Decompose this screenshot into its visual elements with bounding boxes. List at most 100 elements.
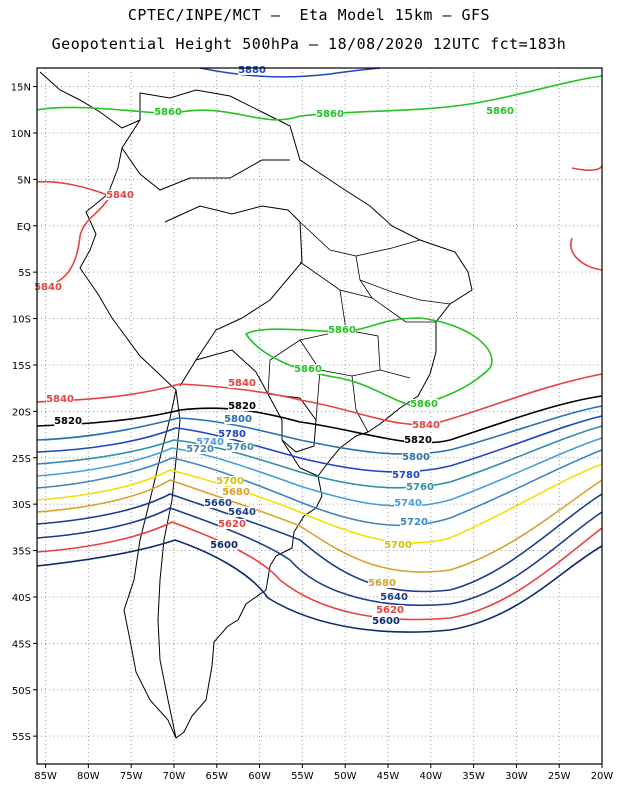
contour-5620 — [36, 521, 603, 621]
contour-label: 5600 — [210, 540, 238, 551]
map-subtitle: Geopotential Height 500hPa – 18/08/2020 … — [51, 35, 567, 53]
lat-tick-label: 25S — [12, 454, 31, 465]
contour-label: 5780 — [392, 470, 420, 481]
lon-tick-label: 55W — [291, 771, 314, 782]
lon-tick-label: 40W — [419, 771, 442, 782]
contour-5760 — [36, 425, 603, 489]
contour-label: 5880 — [238, 65, 266, 76]
lon-tick-label: 80W — [77, 771, 100, 782]
colombia-venezuela-border — [121, 147, 290, 191]
lon-tick-label: 75W — [120, 771, 143, 782]
contour-5840 — [36, 373, 603, 426]
lon-tick-label: 60W — [248, 771, 271, 782]
contour-label: 5840 — [228, 378, 256, 389]
contour-label-bg — [368, 578, 396, 588]
argentina-brazil-border — [281, 439, 319, 477]
map-frame — [36, 67, 603, 765]
contour-label-bg — [238, 65, 266, 75]
contour-label: 5860 — [410, 399, 438, 410]
contour-label-bg — [154, 107, 182, 117]
contour-label-bg — [218, 429, 246, 439]
brazil-border — [164, 205, 303, 387]
lat-tick-label: 5N — [17, 175, 31, 186]
contour-label: 5860 — [486, 106, 514, 117]
contour-label: 5720 — [400, 517, 428, 528]
contour-label-bg — [486, 106, 514, 116]
contour-5840 — [570, 165, 603, 271]
lon-tick-label: 45W — [377, 771, 400, 782]
central-america — [39, 71, 141, 129]
contour-5880 — [199, 67, 381, 78]
contour-label: 5800 — [402, 452, 430, 463]
lat-tick-label: EQ — [17, 222, 31, 233]
lat-tick-label: 15S — [12, 361, 31, 372]
contour-label: 5820 — [54, 416, 82, 427]
contour-label-bg — [210, 540, 238, 550]
bolivia-border — [195, 349, 283, 440]
contour-5680 — [36, 479, 603, 573]
lat-tick-label: 10N — [11, 129, 31, 140]
contour-label: 5620 — [218, 519, 246, 530]
lat-tick-label: 20S — [12, 407, 31, 418]
contour-5600 — [36, 539, 603, 633]
contour-label: 5760 — [406, 482, 434, 493]
contour-label: 5780 — [218, 429, 246, 440]
contour-label: 5740 — [394, 498, 422, 509]
contour-label: 5860 — [154, 107, 182, 118]
contour-label: 5860 — [316, 109, 344, 120]
lon-tick-label: 25W — [548, 771, 571, 782]
contour-label-bg — [46, 394, 74, 404]
brazil-states — [267, 221, 451, 433]
contour-label: 5640 — [380, 592, 408, 603]
lat-tick-label: 30S — [12, 500, 31, 511]
contour-label-bg — [106, 190, 134, 200]
lat-tick-label: 10S — [12, 315, 31, 326]
lon-tick-label: 85W — [34, 771, 57, 782]
contour-5820 — [36, 395, 603, 444]
contour-labels: 5880 5860 5860 5860 5860 5860 5860 5840 5840 5840… — [34, 65, 514, 627]
lat-lon-grid — [37, 68, 603, 764]
contour-label: 5840 — [46, 394, 74, 405]
lon-tick-label: 35W — [462, 771, 485, 782]
contour-label: 5840 — [34, 282, 62, 293]
contour-label: 5860 — [328, 325, 356, 336]
contour-label: 5720 — [186, 444, 214, 455]
contour-5720 — [36, 449, 603, 527]
coastlines-and-borders — [39, 71, 473, 739]
contour-label: 5800 — [224, 414, 252, 425]
contour-label-bg — [34, 282, 62, 292]
contour-label: 5820 — [404, 435, 432, 446]
contour-label-bg — [294, 364, 322, 374]
contour-label-bg — [394, 498, 422, 508]
contour-label: 5700 — [384, 540, 412, 551]
contour-label: 5740 — [196, 437, 224, 448]
contour-label-bg — [196, 437, 224, 447]
contour-label-bg — [400, 517, 428, 527]
contour-5740 — [36, 437, 603, 507]
contour-label-bg — [384, 540, 412, 550]
contour-label-bg — [380, 592, 408, 602]
lon-tick-label: 20W — [591, 771, 614, 782]
contour-label: 5620 — [376, 605, 404, 616]
contour-label: 5820 — [228, 401, 256, 412]
contour-label-bg — [406, 482, 434, 492]
contour-label-bg — [228, 507, 256, 517]
contour-label: 5760 — [226, 442, 254, 453]
lat-tick-label: 55S — [12, 732, 31, 743]
contour-5860 — [36, 75, 603, 121]
contour-label: 5660 — [204, 498, 232, 509]
contour-5780 — [36, 415, 603, 473]
contour-label: 5600 — [372, 616, 400, 627]
lat-tick-label: 45S — [12, 639, 31, 650]
contour-label: 5680 — [222, 487, 250, 498]
contour-5700 — [36, 463, 603, 544]
contour-label-bg — [218, 519, 246, 529]
contour-5660 — [36, 493, 603, 593]
contour-label-bg — [204, 498, 232, 508]
contour-label-bg — [376, 605, 404, 615]
contour-label-bg — [186, 444, 214, 454]
contour-label-bg — [404, 435, 432, 445]
lat-tick-label: 35S — [12, 547, 31, 558]
contour-label: 5860 — [294, 364, 322, 375]
